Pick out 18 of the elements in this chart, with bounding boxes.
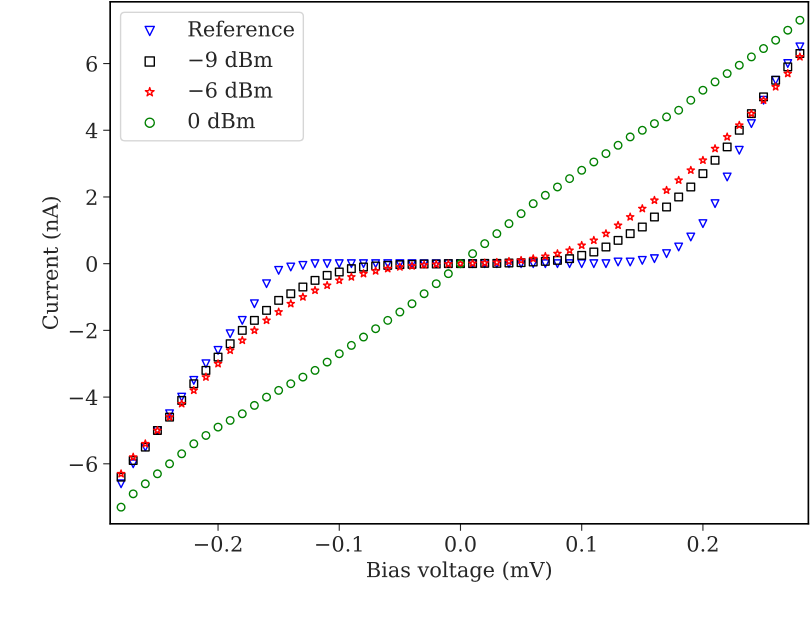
legend-label: Reference [188, 20, 294, 37]
x-tick-label: 0.0 [445, 536, 476, 552]
x-axis-title: Bias voltage (mV) [367, 561, 552, 582]
y-tick-label: 6 [86, 56, 98, 72]
x-tick-label: −0.1 [316, 536, 362, 552]
y-tick-label: −2 [70, 322, 96, 338]
legend-label: −9 dBm [189, 51, 272, 68]
y-axis-title: Current (nA) [42, 197, 61, 330]
legend-label: −6 dBm [189, 82, 272, 98]
x-tick-label: 0.1 [566, 536, 596, 552]
y-tick-label: −4 [70, 390, 98, 406]
y-tick-label: 4 [86, 122, 98, 138]
y-tick-label: −6 [70, 456, 98, 472]
y-tick-label: 0 [86, 256, 97, 272]
y-tick-label: 2 [86, 189, 96, 205]
x-tick-label: −0.2 [194, 536, 242, 552]
legend-label: 0 dBm [188, 112, 255, 128]
x-tick-label: 0.2 [688, 536, 718, 552]
